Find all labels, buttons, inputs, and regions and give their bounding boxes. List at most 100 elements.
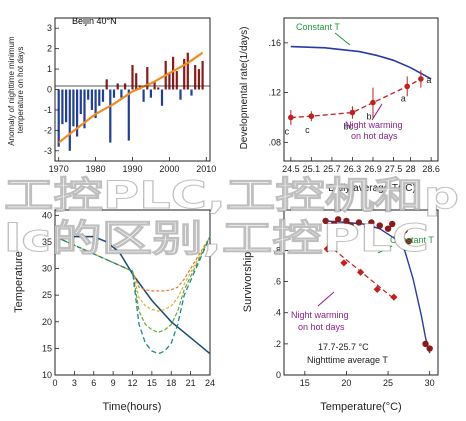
constant-t-point [343, 217, 350, 225]
anomaly-x-tick-label: 1980 [86, 164, 106, 174]
anomaly-x-tick-label: 1970 [49, 164, 69, 174]
anomaly-bar [61, 89, 64, 125]
night-warming-point [418, 76, 424, 82]
overlay-title-line2: lc的区别,工控PLC [4, 217, 429, 260]
constant-t-point [376, 222, 383, 229]
night-warming-points [323, 245, 398, 301]
development-x-tick-label: 25.7 [323, 164, 341, 174]
anomaly-bar [72, 89, 75, 127]
night-warming-diamond [340, 259, 348, 267]
anomaly-x-ticks: 1970 1980 1990 2000 2010 [49, 157, 216, 174]
anomaly-bar [153, 81, 156, 90]
anomaly-y-axis-title: Anomaly of nighttime minimum temperature… [7, 34, 25, 146]
survivorship-x-tick-label: 30 [425, 378, 435, 388]
survivorship-y-tick-label: 0 [276, 370, 281, 380]
temperature-x-tick-label: 3 [72, 378, 77, 388]
constant-t-point [368, 219, 375, 226]
anomaly-bar [142, 89, 145, 102]
night-warming-diamond [390, 293, 398, 301]
anomaly-bar [197, 69, 200, 90]
constant-t-point [334, 216, 342, 223]
significance-label: c [305, 125, 310, 135]
anomaly-x-tick-label: 2000 [159, 164, 179, 174]
temperature-x-tick-label: 6 [91, 378, 96, 388]
anomaly-bar [194, 65, 197, 90]
development-x-axis-title: Daily average T(°C) [328, 183, 416, 194]
constant-t-fit-line [325, 220, 431, 354]
temperature-x-tick-label: 12 [127, 378, 137, 388]
anomaly-bar [149, 89, 152, 98]
anomaly-y-tick-label: 0 [47, 85, 52, 95]
survivorship-y-tick-label: .2 [273, 339, 281, 349]
temperature-x-tick-label: 21 [186, 378, 196, 388]
temperature-curves [54, 235, 211, 355]
constant-t-point [401, 227, 408, 234]
development-x-ticks: 24.5 25.1 25.7 26.3 26.9 27.5 28 28.6 [282, 157, 440, 174]
anomaly-bar [116, 83, 119, 90]
development-x-tick-label: 28 [406, 164, 416, 174]
survivorship-y-tick-label: .8 [273, 245, 281, 255]
temperature-curve [54, 236, 211, 292]
constant-t-point [426, 345, 433, 352]
anomaly-y-ticks: -3 -2 -1 0 1 2 3 [44, 23, 59, 156]
temperature-y-tick-label: 15 [42, 343, 52, 353]
anomaly-bar [157, 87, 160, 90]
anomaly-bar [183, 58, 186, 90]
anomaly-bar [127, 89, 130, 141]
anomaly-bar [101, 89, 105, 102]
temperature-y-tick-label: 20 [42, 317, 52, 327]
development-y-tick-label: .08 [268, 137, 281, 147]
significance-label: a [401, 93, 406, 103]
night-warming-line [290, 78, 422, 119]
anomaly-bar [57, 89, 60, 147]
anomaly-location-label: Beijin 40°N [72, 16, 117, 26]
survivorship-x-tick-label: 25 [383, 378, 393, 388]
anomaly-bar [76, 89, 79, 137]
anomaly-bar [112, 89, 116, 98]
temperature-x-axis-title: Time(hours) [103, 401, 162, 413]
significance-label: bc [344, 122, 354, 132]
temperature-x-tick-label: 18 [166, 378, 176, 388]
survivorship-y-tick-label: .4 [273, 308, 281, 318]
temperature-y-ticks: 10 15 20 25 30 35 40 [42, 210, 59, 380]
anomaly-bar [160, 89, 164, 106]
overlay-title: 工控PLC,工控机和p lc的区别,工控PLC [4, 174, 460, 261]
temperature-x-tick-label: 24 [205, 378, 215, 388]
development-y-tick-label: .12 [268, 88, 281, 98]
constant-t-points [322, 216, 433, 352]
survivorship-constant-t-arrow [377, 245, 393, 254]
survivorship-night-warming-arrow [317, 291, 335, 307]
anomaly-y-tick-label: 2 [47, 44, 52, 54]
anomaly-x-tick-label: 2010 [196, 164, 216, 174]
night-warming-point [370, 99, 376, 106]
anomaly-y-tick-label: -3 [44, 146, 52, 156]
anomaly-bar [146, 67, 149, 90]
nighttime-average-label: Nighttime average T [307, 355, 388, 365]
significance-label: b [366, 112, 371, 122]
anomaly-bar [120, 89, 123, 98]
constant-t-point [364, 223, 371, 231]
night-warming-point [288, 114, 294, 121]
anomaly-bar [79, 89, 82, 114]
anomaly-bar [90, 89, 93, 110]
overlay-title-line1: 工控PLC,工控机和p [4, 174, 459, 217]
development-x-tick-label: 26.9 [364, 164, 382, 174]
anomaly-y-tick-label: 1 [47, 64, 52, 74]
anomaly-bar [172, 56, 175, 90]
anomaly-bar [98, 89, 101, 106]
constant-t-point [384, 225, 392, 232]
anomaly-bar [105, 79, 108, 90]
temperature-x-tick-label: 0 [52, 378, 57, 388]
night-warming-point [404, 83, 411, 90]
night-warming-point [308, 113, 315, 120]
night-warming-point [349, 109, 356, 116]
temperature-x-tick-label: 15 [147, 378, 157, 388]
constant-t-point [422, 340, 429, 348]
anomaly-chart: -3 -2 -1 0 1 2 3 1970 1980 1990 2000 2010 Beijin 4… [7, 16, 216, 174]
temperature-y-tick-label: 40 [42, 210, 52, 220]
anomaly-y-tick-label: -1 [44, 105, 52, 115]
constant-t-point [405, 237, 413, 245]
constant-t-point [389, 220, 396, 228]
temperature-y-tick-label: 35 [42, 237, 52, 247]
night-warming-diamond [323, 245, 331, 253]
